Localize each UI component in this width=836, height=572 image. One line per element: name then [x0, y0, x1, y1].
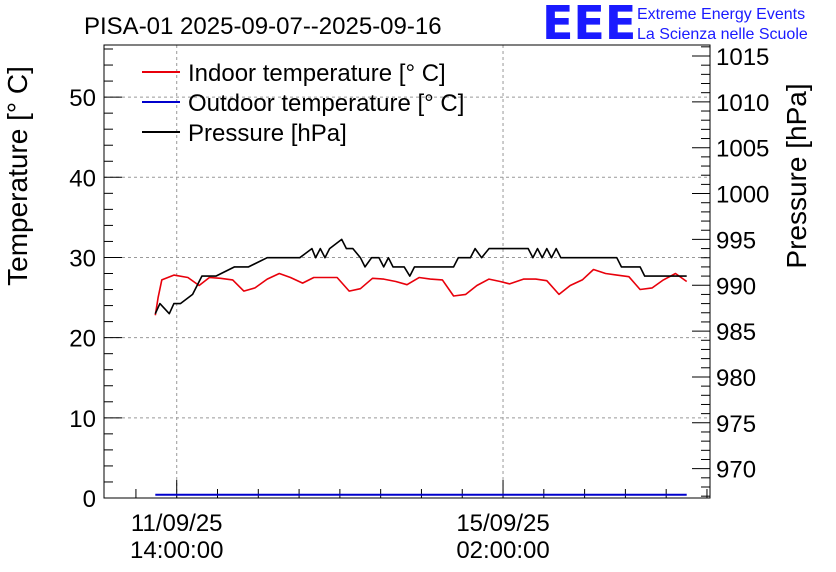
indoor-temperature-line — [154, 268, 688, 316]
x-tick-label-date: 11/09/25 — [131, 510, 223, 537]
right-tick-label: 1000 — [716, 182, 769, 209]
right-tick-label: 990 — [716, 273, 756, 300]
left-tick-label: 10 — [69, 406, 96, 433]
brand-line1: Extreme Energy Events — [637, 6, 805, 23]
plot-frame — [103, 44, 711, 499]
right-tick-label: 995 — [716, 227, 756, 254]
right-axis-label: Pressure [hPa] — [781, 83, 812, 268]
left-axis: 0 10 20 30 40 50 — [69, 48, 122, 513]
brand-line2: La Scienza nelle Scuole — [637, 26, 808, 43]
right-tick-label: 970 — [716, 457, 756, 484]
series-lines — [154, 238, 688, 496]
left-axis-label: Temperature [° C] — [2, 66, 33, 286]
left-tick-label: 50 — [69, 85, 96, 112]
legend-label-pressure: Pressure [hPa] — [188, 120, 347, 147]
right-tick-label: 1010 — [716, 90, 769, 117]
legend-label-indoor: Indoor temperature [° C] — [188, 60, 446, 87]
right-tick-label: 985 — [716, 319, 756, 346]
right-tick-label: 1005 — [716, 136, 769, 163]
x-tick-label-time: 02:00:00 — [456, 537, 549, 564]
chart-title: PISA-01 2025-09-07--2025-09-16 — [84, 13, 442, 40]
legend-label-outdoor: Outdoor temperature [° C] — [188, 90, 464, 117]
brand-logo-text: EEE — [542, 0, 636, 50]
right-axis: 970 975 980 985 990 995 1000 1005 1010 1015 — [692, 44, 769, 497]
grid-lines — [104, 45, 710, 498]
left-tick-label: 20 — [69, 326, 96, 353]
right-tick-label: 980 — [716, 365, 756, 392]
x-tick-label-date: 15/09/25 — [456, 510, 549, 537]
x-tick-label-time: 14:00:00 — [130, 537, 223, 564]
legend: Indoor temperature [° C] Outdoor tempera… — [142, 60, 464, 147]
left-tick-label: 0 — [83, 486, 96, 513]
left-tick-label: 30 — [69, 245, 96, 272]
left-tick-label: 40 — [69, 165, 96, 192]
brand-logo: EEE Extreme Energy Events La Scienza nel… — [542, 0, 808, 50]
right-tick-label: 975 — [716, 411, 756, 438]
pressure-line — [154, 238, 687, 315]
right-tick-label: 1015 — [716, 44, 769, 71]
